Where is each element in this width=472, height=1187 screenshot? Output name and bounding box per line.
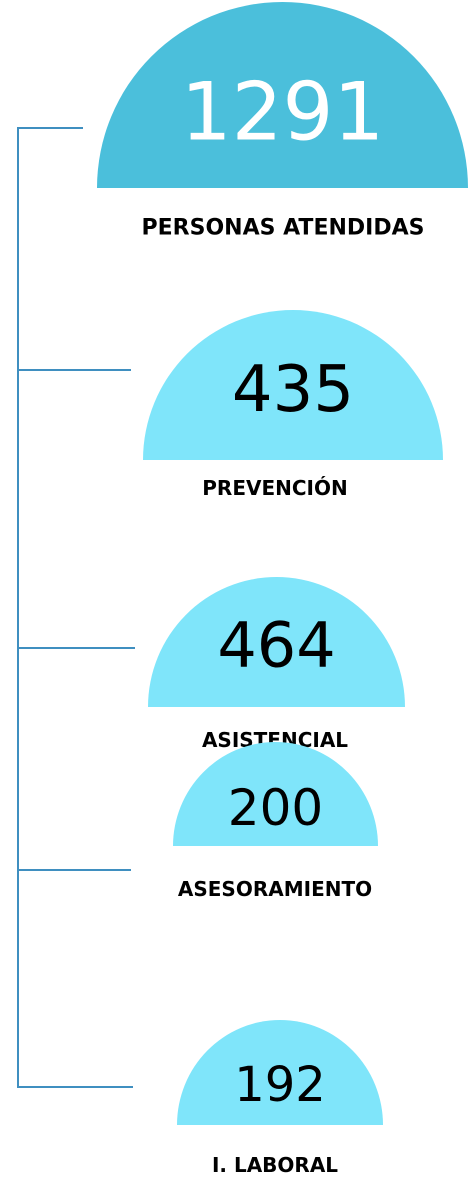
dome (173, 742, 378, 846)
node-label: ASESORAMIENTO (178, 877, 372, 901)
node-value: 435 (232, 353, 354, 427)
node-value: 200 (228, 779, 323, 837)
dome (177, 1020, 383, 1125)
node-label: I. LABORAL (212, 1153, 338, 1177)
node-value: 192 (234, 1057, 326, 1113)
node-value: 1291 (181, 66, 385, 159)
node-label: PREVENCIÓN (202, 476, 347, 500)
dome (148, 577, 405, 707)
dome (143, 310, 443, 460)
dome (97, 1, 468, 188)
node-value: 464 (217, 609, 335, 682)
node-label: PERSONAS ATENDIDAS (142, 216, 425, 241)
